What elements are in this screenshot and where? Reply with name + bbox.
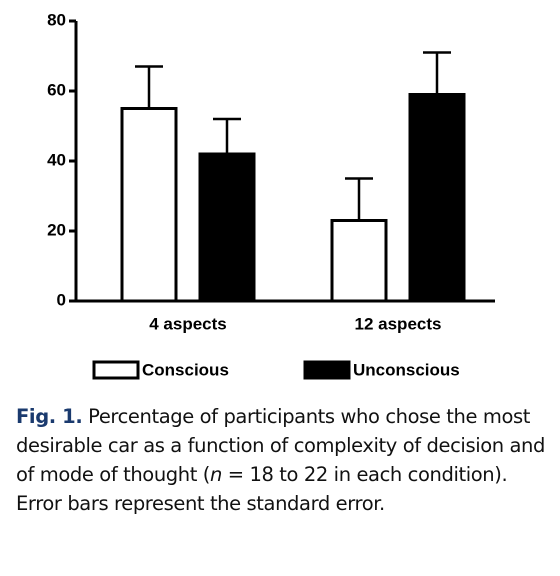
legend-swatch xyxy=(303,360,351,380)
bar xyxy=(120,107,178,303)
y-tick-label: 40 xyxy=(47,150,66,169)
bar xyxy=(330,219,388,303)
x-tick-label: 12 aspects xyxy=(355,314,442,333)
caption-text: Percentage of participants who chose the… xyxy=(16,405,545,486)
bar xyxy=(198,152,256,303)
bar xyxy=(408,93,466,303)
caption-italic: n xyxy=(209,463,222,486)
legend-label: Conscious xyxy=(142,360,229,379)
y-tick-label: 80 xyxy=(47,10,66,29)
y-tick-label: 0 xyxy=(57,290,66,309)
y-tick-label: 20 xyxy=(47,220,66,239)
caption-label: Fig. 1. xyxy=(16,405,83,428)
legend-label: Unconscious xyxy=(353,360,460,379)
x-tick-label: 4 aspects xyxy=(149,314,227,333)
caption: Fig. 1. Percentage of participants who c… xyxy=(16,402,546,518)
chart: 0 20 40 60 80 4 aspects 12 aspects Conscious Unc… xyxy=(47,10,495,380)
y-tick-label: 60 xyxy=(47,80,66,99)
legend-swatch xyxy=(92,360,140,380)
caption-text: = 18 to 22 in each condition). Error bar… xyxy=(16,463,508,515)
